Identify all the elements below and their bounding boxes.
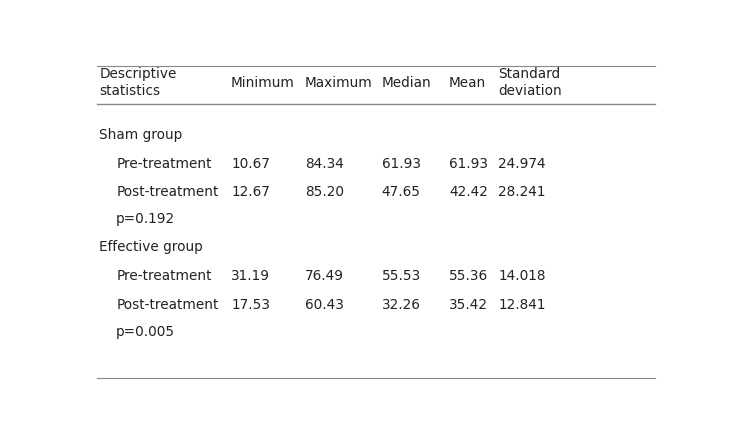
Text: 32.26: 32.26 <box>382 298 421 312</box>
Text: Maximum: Maximum <box>305 75 373 89</box>
Text: 76.49: 76.49 <box>305 269 344 283</box>
Text: 47.65: 47.65 <box>382 185 421 200</box>
Text: p=0.005: p=0.005 <box>116 325 175 339</box>
Text: 61.93: 61.93 <box>382 157 421 171</box>
Text: 12.841: 12.841 <box>498 298 546 312</box>
Text: 17.53: 17.53 <box>231 298 270 312</box>
Text: Standard
deviation: Standard deviation <box>498 67 562 98</box>
Text: Sham group: Sham group <box>99 128 182 142</box>
Text: Minimum: Minimum <box>231 75 295 89</box>
Text: 35.42: 35.42 <box>449 298 488 312</box>
Text: Descriptive
statistics: Descriptive statistics <box>99 67 176 98</box>
Text: Effective group: Effective group <box>99 240 203 254</box>
Text: 28.241: 28.241 <box>498 185 546 200</box>
Text: 55.36: 55.36 <box>449 269 488 283</box>
Text: 24.974: 24.974 <box>498 157 546 171</box>
Text: 12.67: 12.67 <box>231 185 270 200</box>
Text: 60.43: 60.43 <box>305 298 344 312</box>
Text: Mean: Mean <box>449 75 486 89</box>
Text: 42.42: 42.42 <box>449 185 488 200</box>
Text: 84.34: 84.34 <box>305 157 344 171</box>
Text: 61.93: 61.93 <box>449 157 488 171</box>
Text: 31.19: 31.19 <box>231 269 270 283</box>
Text: Pre-treatment: Pre-treatment <box>116 157 211 171</box>
Text: Pre-treatment: Pre-treatment <box>116 269 211 283</box>
Text: 55.53: 55.53 <box>382 269 421 283</box>
Text: Post-treatment: Post-treatment <box>116 185 219 200</box>
Text: p=0.192: p=0.192 <box>116 212 175 226</box>
Text: Median: Median <box>382 75 432 89</box>
Text: 14.018: 14.018 <box>498 269 546 283</box>
Text: 10.67: 10.67 <box>231 157 270 171</box>
Text: 85.20: 85.20 <box>305 185 344 200</box>
Text: Post-treatment: Post-treatment <box>116 298 219 312</box>
